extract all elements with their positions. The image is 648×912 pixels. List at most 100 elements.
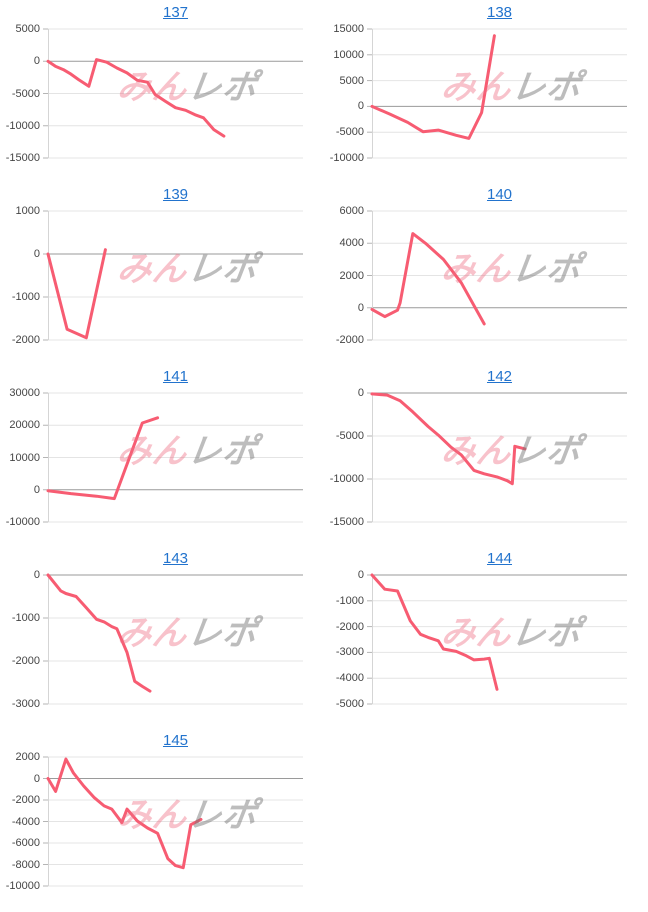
chart-title-link-143[interactable]: 143 xyxy=(162,550,189,567)
y-tick-label: 10000 xyxy=(333,48,364,61)
chart-plot-area: 5000 0 -5000 -10000 -15000 みんレポ xyxy=(4,23,303,164)
plot-region: みんレポ xyxy=(367,210,627,341)
plot-region: みんレポ xyxy=(43,756,303,887)
y-tick-label: 0 xyxy=(357,387,364,399)
y-tick-label: -2000 xyxy=(11,334,40,346)
chart-title-row: 137 xyxy=(4,3,303,23)
chart-cell-137: 137 5000 0 -5000 -10000 -15000 みんレポ xyxy=(0,0,324,182)
chart-cell-144: 144 0 -1000 -2000 -3000 -4000 -5000 みんレポ xyxy=(324,546,648,728)
chart-title-row: 140 xyxy=(328,185,627,205)
y-tick-label: -15000 xyxy=(5,152,40,164)
chart-cell-138: 138 15000 10000 5000 0 -5000 -10000 みんレポ xyxy=(324,0,648,182)
y-tick-label: -2000 xyxy=(11,794,40,806)
y-tick-label: -4000 xyxy=(335,672,364,685)
chart-plot-area: 30000 20000 10000 0 -10000 みんレポ xyxy=(4,387,303,528)
chart-cell-140: 140 6000 4000 2000 0 -2000 みんレポ xyxy=(324,182,648,364)
chart-plot-area: 0 -5000 -10000 -15000 みんレポ xyxy=(328,387,627,528)
y-tick-label: -3000 xyxy=(11,698,40,710)
y-tick-label: 0 xyxy=(357,301,364,314)
chart-title-link-141[interactable]: 141 xyxy=(162,368,189,385)
chart-title-link-145[interactable]: 145 xyxy=(162,732,189,749)
y-tick-label: 6000 xyxy=(339,205,364,217)
data-line xyxy=(370,573,499,691)
chart-title-link-138[interactable]: 138 xyxy=(486,4,513,21)
chart-plot-area: 1000 0 -1000 -2000 みんレポ xyxy=(4,205,303,346)
line-chart-svg xyxy=(43,210,303,341)
plot-region: みんレポ xyxy=(43,573,303,705)
chart-title-row: 138 xyxy=(328,3,627,23)
chart-title-row: 139 xyxy=(4,185,303,205)
y-axis-labels: 15000 10000 5000 0 -5000 -10000 xyxy=(328,23,372,164)
chart-title-row: 141 xyxy=(4,367,303,387)
data-line xyxy=(46,757,203,870)
y-tick-label: -6000 xyxy=(11,837,40,849)
chart-cell-143: 143 0 -1000 -2000 -3000 みんレポ xyxy=(0,546,324,728)
line-chart-svg xyxy=(43,392,303,523)
y-tick-label: 0 xyxy=(33,569,40,581)
y-tick-label: 0 xyxy=(33,248,40,260)
data-line xyxy=(46,248,107,340)
chart-title-link-142[interactable]: 142 xyxy=(486,368,513,385)
chart-plot-area: 6000 4000 2000 0 -2000 みんレポ xyxy=(328,205,627,346)
plot-region: みんレポ xyxy=(367,392,627,523)
plot-region: みんレポ xyxy=(43,210,303,341)
line-chart-svg xyxy=(367,210,627,341)
y-tick-label: -1000 xyxy=(11,291,40,303)
y-tick-label: 0 xyxy=(33,483,40,496)
y-tick-label: -2000 xyxy=(335,334,364,346)
chart-title-link-137[interactable]: 137 xyxy=(162,4,189,21)
y-tick-label: -3000 xyxy=(335,646,364,659)
y-tick-label: -1000 xyxy=(335,594,364,607)
y-tick-label: -2000 xyxy=(11,655,40,667)
data-line xyxy=(370,34,496,140)
y-tick-label: 4000 xyxy=(339,237,364,250)
y-tick-label: 2000 xyxy=(339,269,364,282)
y-tick-label: -8000 xyxy=(11,858,40,871)
chart-plot-area: 0 -1000 -2000 -3000 -4000 -5000 みんレポ xyxy=(328,569,627,710)
line-chart-svg xyxy=(43,756,303,887)
plot-region: みんレポ xyxy=(367,573,627,705)
chart-title-link-144[interactable]: 144 xyxy=(486,550,513,567)
y-tick-label: 5000 xyxy=(339,74,364,87)
y-tick-label: 1000 xyxy=(15,205,40,217)
y-tick-label: -10000 xyxy=(5,119,40,132)
y-tick-label: 0 xyxy=(357,569,364,581)
y-tick-label: 2000 xyxy=(15,751,40,763)
data-line xyxy=(46,58,226,138)
y-axis-labels: 6000 4000 2000 0 -2000 xyxy=(328,205,372,346)
chart-plot-area: 0 -1000 -2000 -3000 みんレポ xyxy=(4,569,303,710)
y-tick-label: 0 xyxy=(33,772,40,785)
chart-title-link-139[interactable]: 139 xyxy=(162,186,189,203)
y-axis-labels: 5000 0 -5000 -10000 -15000 xyxy=(4,23,48,164)
chart-cell-142: 142 0 -5000 -10000 -15000 みんレポ xyxy=(324,364,648,546)
line-chart-svg xyxy=(43,573,303,705)
chart-title-link-140[interactable]: 140 xyxy=(486,186,513,203)
plot-region: みんレポ xyxy=(43,28,303,159)
y-tick-label: -10000 xyxy=(5,880,40,892)
chart-plot-area: 15000 10000 5000 0 -5000 -10000 みんレポ xyxy=(328,23,627,164)
chart-cell-141: 141 30000 20000 10000 0 -10000 みんレポ xyxy=(0,364,324,546)
y-axis-labels: 0 -5000 -10000 -15000 xyxy=(328,387,372,528)
chart-title-row: 145 xyxy=(4,731,303,751)
data-line xyxy=(370,392,527,486)
y-tick-label: 0 xyxy=(33,55,40,68)
chart-plot-area: 2000 0 -2000 -4000 -6000 -8000 -10000 みんレポ xyxy=(4,751,303,892)
chart-title-row: 142 xyxy=(328,367,627,387)
y-tick-label: 20000 xyxy=(9,419,40,432)
chart-cell-139: 139 1000 0 -1000 -2000 みんレポ xyxy=(0,182,324,364)
line-chart-svg xyxy=(367,392,627,523)
y-axis-labels: 0 -1000 -2000 -3000 -4000 -5000 xyxy=(328,569,372,710)
y-tick-label: -5000 xyxy=(335,698,364,710)
y-tick-label: 5000 xyxy=(15,23,40,35)
y-axis-labels: 2000 0 -2000 -4000 -6000 -8000 -10000 xyxy=(4,751,48,892)
y-tick-label: -2000 xyxy=(335,620,364,633)
line-chart-svg xyxy=(367,28,627,159)
plot-region: みんレポ xyxy=(367,28,627,159)
y-tick-label: -10000 xyxy=(329,473,364,485)
y-tick-label: -4000 xyxy=(11,815,40,828)
y-tick-label: 10000 xyxy=(9,451,40,464)
plot-region: みんレポ xyxy=(43,392,303,523)
y-tick-label: -10000 xyxy=(5,516,40,528)
line-chart-svg xyxy=(367,573,627,705)
